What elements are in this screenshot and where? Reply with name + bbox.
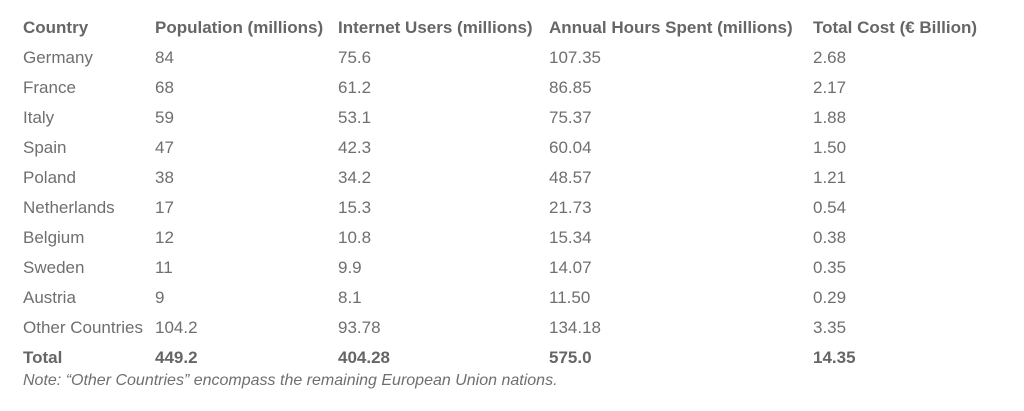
cell-population: 9 bbox=[155, 288, 165, 307]
cell-total-cost: 0.54 bbox=[813, 198, 847, 217]
cell-internet-users: 75.6 bbox=[338, 48, 372, 67]
cell-population: 84 bbox=[155, 48, 174, 67]
table-row: Austria 9 8.1 11.50 0.29 bbox=[23, 283, 1003, 313]
cell-internet-users: 61.2 bbox=[338, 78, 372, 97]
cell-country: Germany bbox=[23, 48, 93, 67]
table-row: France 68 61.2 86.85 2.17 bbox=[23, 73, 1003, 103]
table-row: Belgium 12 10.8 15.34 0.38 bbox=[23, 223, 1003, 253]
table-row: Poland 38 34.2 48.57 1.21 bbox=[23, 163, 1003, 193]
table-row: Sweden 11 9.9 14.07 0.35 bbox=[23, 253, 1003, 283]
cell-country: Other Countries bbox=[23, 318, 143, 337]
table-row: Spain 47 42.3 60.04 1.50 bbox=[23, 133, 1003, 163]
cell-population: 12 bbox=[155, 228, 174, 247]
cell-total-cost: 1.88 bbox=[813, 108, 847, 127]
header-population: Population (millions) bbox=[155, 18, 324, 37]
total-population: 449.2 bbox=[155, 348, 198, 367]
cell-population: 59 bbox=[155, 108, 174, 127]
cell-annual-hours: 11.50 bbox=[549, 288, 591, 307]
table-row: Italy 59 53.1 75.37 1.88 bbox=[23, 103, 1003, 133]
cell-total-cost: 3.35 bbox=[813, 318, 847, 337]
total-annual-hours: 575.0 bbox=[549, 348, 592, 367]
cell-country: Austria bbox=[23, 288, 76, 307]
total-internet-users: 404.28 bbox=[338, 348, 390, 367]
cell-internet-users: 93.78 bbox=[338, 318, 381, 337]
cell-annual-hours: 15.34 bbox=[549, 228, 592, 247]
cell-annual-hours: 86.85 bbox=[549, 78, 592, 97]
table-row: Netherlands 17 15.3 21.73 0.54 bbox=[23, 193, 1003, 223]
cell-total-cost: 0.35 bbox=[813, 258, 847, 277]
cell-annual-hours: 60.04 bbox=[549, 138, 592, 157]
cell-population: 47 bbox=[155, 138, 174, 157]
cell-country: Netherlands bbox=[23, 198, 115, 217]
cell-internet-users: 10.8 bbox=[338, 228, 372, 247]
header-country: Country bbox=[23, 18, 89, 37]
cell-internet-users: 15.3 bbox=[338, 198, 372, 217]
cell-internet-users: 8.1 bbox=[338, 288, 362, 307]
cell-population: 38 bbox=[155, 168, 174, 187]
table-row: Other Countries 104.2 93.78 134.18 3.35 bbox=[23, 313, 1003, 343]
header-annual-hours: Annual Hours Spent (millions) bbox=[549, 18, 793, 37]
cell-country: Sweden bbox=[23, 258, 85, 277]
cell-annual-hours: 134.18 bbox=[549, 318, 601, 337]
cell-total-cost: 2.17 bbox=[813, 78, 847, 97]
cell-country: Belgium bbox=[23, 228, 85, 247]
cell-total-cost: 0.29 bbox=[813, 288, 847, 307]
data-table: Country Population (millions) Internet U… bbox=[23, 13, 1003, 373]
total-cost: 14.35 bbox=[813, 348, 856, 367]
cell-population: 68 bbox=[155, 78, 174, 97]
cell-total-cost: 0.38 bbox=[813, 228, 847, 247]
cell-internet-users: 53.1 bbox=[338, 108, 372, 127]
cell-annual-hours: 75.37 bbox=[549, 108, 592, 127]
cell-annual-hours: 14.07 bbox=[549, 258, 592, 277]
total-row: Total 449.2 404.28 575.0 14.35 bbox=[23, 343, 1003, 373]
cell-internet-users: 42.3 bbox=[338, 138, 372, 157]
header-total-cost: Total Cost (€ Billion) bbox=[813, 18, 978, 37]
cell-total-cost: 1.21 bbox=[813, 168, 847, 187]
cell-annual-hours: 21.73 bbox=[549, 198, 592, 217]
table-row: Germany 84 75.6 107.35 2.68 bbox=[23, 43, 1003, 73]
cell-country: Spain bbox=[23, 138, 67, 157]
cell-annual-hours: 48.57 bbox=[549, 168, 592, 187]
cell-country: Italy bbox=[23, 108, 55, 127]
header-row: Country Population (millions) Internet U… bbox=[23, 13, 1003, 43]
cell-population: 11 bbox=[155, 258, 173, 277]
cell-country: Poland bbox=[23, 168, 76, 187]
header-internet-users: Internet Users (millions) bbox=[338, 18, 533, 37]
cell-annual-hours: 107.35 bbox=[549, 48, 601, 67]
cell-total-cost: 1.50 bbox=[813, 138, 847, 157]
cell-population: 17 bbox=[155, 198, 174, 217]
total-label: Total bbox=[23, 348, 63, 367]
cell-internet-users: 34.2 bbox=[338, 168, 372, 187]
table-note: Note: “Other Countries” encompass the re… bbox=[23, 372, 558, 389]
cell-total-cost: 2.68 bbox=[813, 48, 847, 67]
cell-internet-users: 9.9 bbox=[338, 258, 362, 277]
cell-country: France bbox=[23, 78, 76, 97]
cell-population: 104.2 bbox=[155, 318, 198, 337]
